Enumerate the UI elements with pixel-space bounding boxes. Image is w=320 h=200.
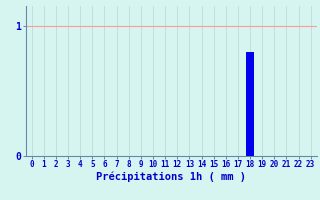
X-axis label: Précipitations 1h ( mm ): Précipitations 1h ( mm ) (96, 172, 246, 182)
Bar (246, 52, 254, 156)
